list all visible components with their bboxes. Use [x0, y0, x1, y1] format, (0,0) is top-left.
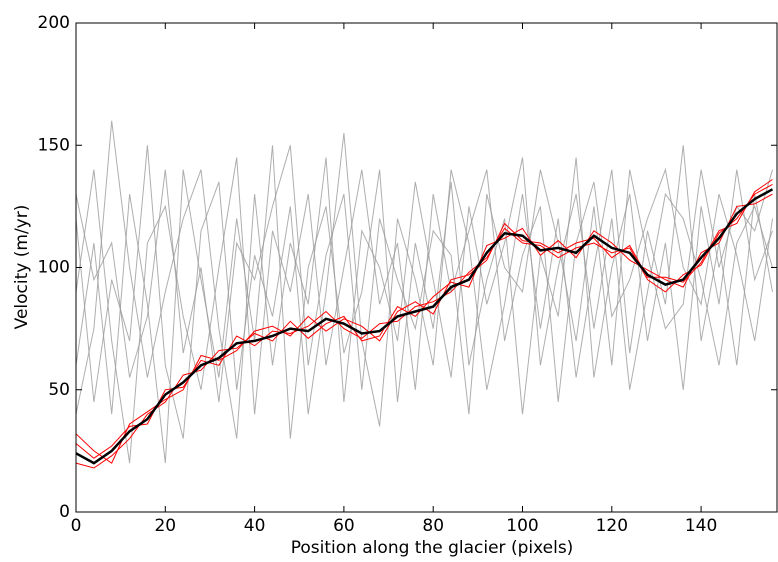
x-tick-label: 120: [596, 516, 628, 536]
x-axis-label: Position along the glacier (pixels): [291, 538, 574, 558]
series-line: [75, 188, 774, 465]
y-tick-label: 100: [38, 258, 70, 278]
x-tick-label: 0: [71, 516, 82, 536]
series-line: [75, 145, 773, 415]
series-line: [75, 120, 773, 439]
y-axis-label: Velocity (m/yr): [12, 205, 32, 330]
y-tick-label: 50: [48, 380, 70, 400]
x-tick-label: 60: [333, 516, 355, 536]
x-tick-label: 40: [244, 516, 266, 536]
series-line: [75, 132, 773, 439]
x-tick-label: 20: [154, 516, 176, 536]
x-tick-label: 140: [685, 516, 717, 536]
series-line: [75, 157, 773, 464]
y-tick-label: 200: [38, 13, 70, 33]
y-tick-label: 150: [38, 135, 70, 155]
y-tick-label: 0: [59, 502, 70, 522]
x-tick-label: 100: [506, 516, 538, 536]
x-tick-label: 80: [422, 516, 444, 536]
